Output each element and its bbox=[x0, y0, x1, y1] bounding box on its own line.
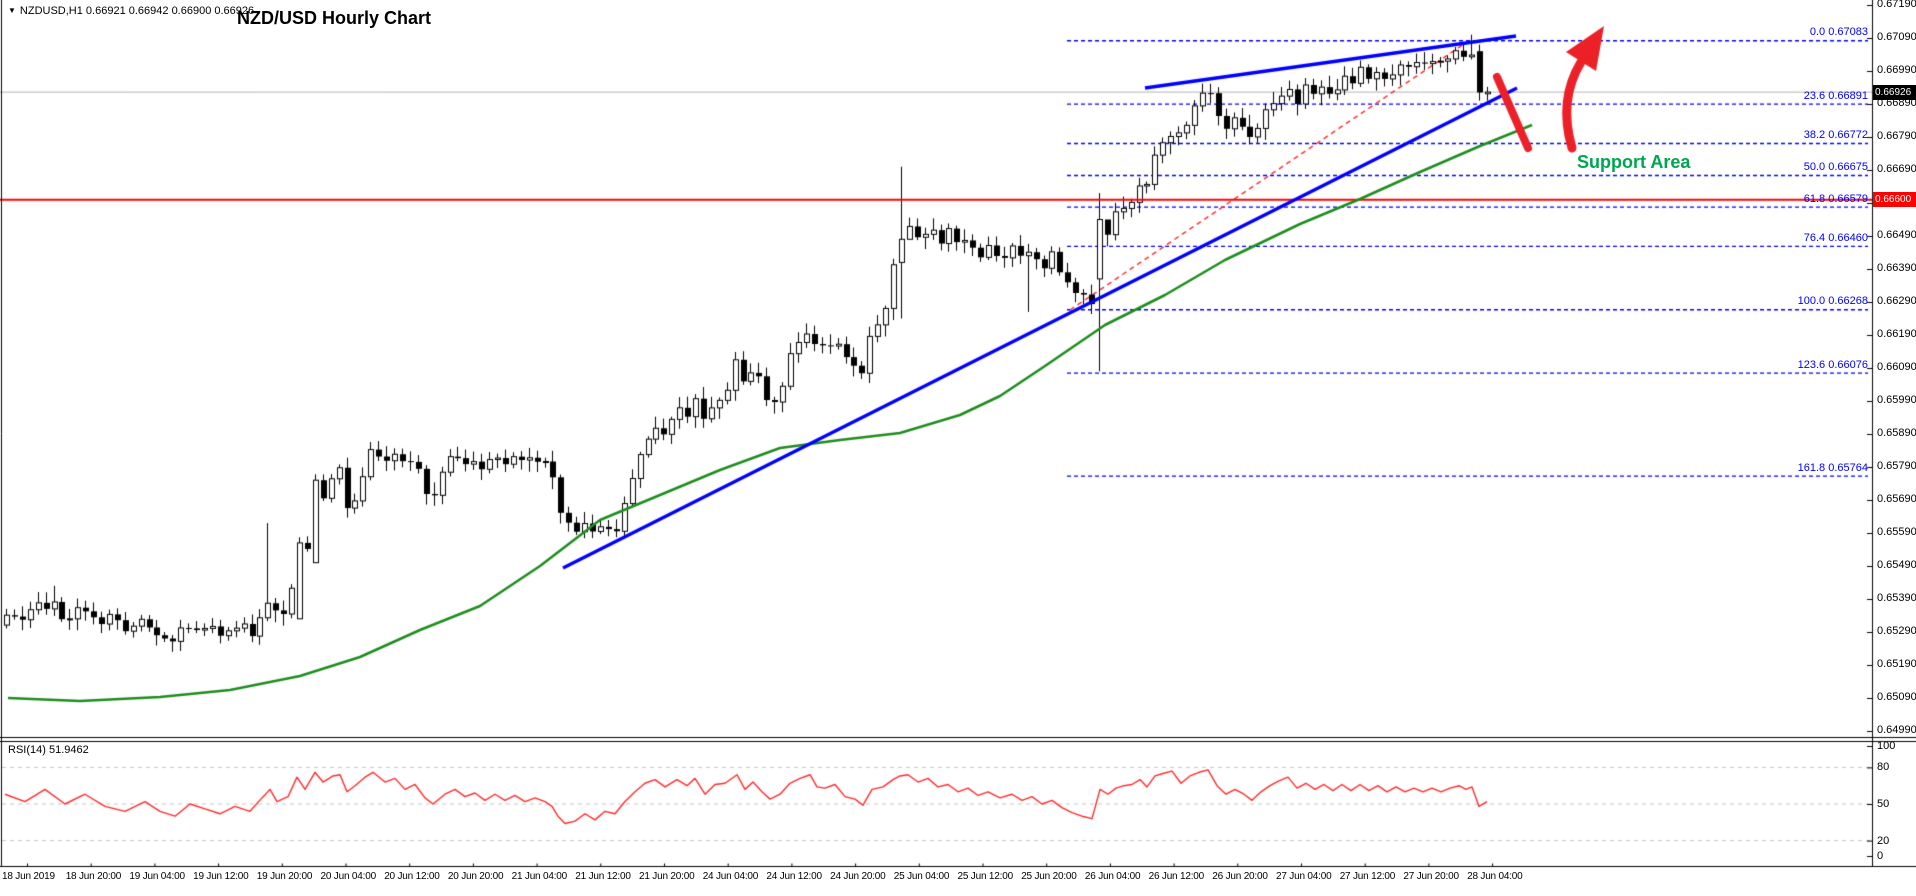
rsi-scale-label: 0 bbox=[1877, 850, 1884, 862]
time-axis-label: 26 Jun 04:00 bbox=[1084, 871, 1141, 882]
time-axis-label: 25 Jun 12:00 bbox=[957, 871, 1014, 882]
symbol-ohlc-bar: ▼ NZDUSD,H1 0.66921 0.66942 0.66900 0.669… bbox=[8, 5, 254, 17]
time-axis-label: 28 Jun 04:00 bbox=[1467, 871, 1523, 882]
price-axis-label: 0.66490 bbox=[1877, 229, 1916, 241]
price-axis-label: 0.67090 bbox=[1877, 31, 1916, 43]
time-axis-label: 26 Jun 12:00 bbox=[1148, 871, 1205, 882]
time-axis-label: 25 Jun 20:00 bbox=[1021, 871, 1077, 882]
price-axis-label: 0.65790 bbox=[1877, 460, 1916, 472]
symbol-ohlc-text: NZDUSD,H1 0.66921 0.66942 0.66900 0.6692… bbox=[19, 5, 255, 17]
price-axis-label: 0.66890 bbox=[1877, 97, 1916, 109]
time-axis-label: 18 Jun 2019 bbox=[2, 871, 55, 882]
chart-title: NZD/USD Hourly Chart bbox=[237, 8, 432, 28]
current-price-tag: 0.66926 bbox=[1873, 84, 1916, 100]
price-axis-label: 0.66290 bbox=[1877, 295, 1916, 307]
time-axis-label: 21 Jun 04:00 bbox=[511, 871, 568, 882]
fib-level-label: 123.6 0.66076 bbox=[1797, 358, 1868, 371]
time-axis-label: 19 Jun 04:00 bbox=[129, 871, 185, 882]
fib-level-label: 0.0 0.67083 bbox=[1809, 26, 1868, 39]
price-axis-label: 0.65990 bbox=[1877, 394, 1916, 406]
price-axis-label: 0.65690 bbox=[1877, 493, 1916, 505]
fib-level-label: 50.0 0.66675 bbox=[1803, 160, 1868, 173]
price-axis-label: 0.65290 bbox=[1877, 625, 1916, 637]
price-axis-label: 0.65590 bbox=[1877, 526, 1916, 538]
fib-level-label: 61.8 0.66579 bbox=[1803, 192, 1868, 205]
rsi-scale-label: 50 bbox=[1877, 798, 1890, 810]
price-axis-label: 0.65090 bbox=[1877, 691, 1916, 703]
time-axis-label: 19 Jun 20:00 bbox=[256, 871, 313, 882]
price-axis-label: 0.65490 bbox=[1877, 559, 1916, 571]
time-axis-label: 18 Jun 20:00 bbox=[65, 871, 122, 882]
price-axis-label: 0.65390 bbox=[1877, 592, 1916, 604]
fib-level-label: 100.0 0.66268 bbox=[1797, 295, 1868, 308]
rsi-scale-label: 80 bbox=[1877, 761, 1890, 774]
time-axis-label: 24 Jun 04:00 bbox=[702, 871, 759, 882]
support-area-label: Support Area bbox=[1577, 152, 1691, 172]
time-axis-label: 27 Jun 04:00 bbox=[1276, 871, 1332, 882]
price-axis-label: 0.66190 bbox=[1877, 328, 1916, 340]
fib-level-label: 161.8 0.65764 bbox=[1797, 461, 1868, 474]
time-axis-label: 24 Jun 20:00 bbox=[830, 871, 886, 882]
price-axis-label: 0.67190 bbox=[1877, 0, 1916, 10]
fib-level-label: 23.6 0.66891 bbox=[1803, 89, 1868, 102]
rsi-scale-label: 100 bbox=[1877, 740, 1896, 752]
rsi-indicator-label: RSI(14) 51.9462 bbox=[8, 744, 89, 756]
price-axis-label: 0.64990 bbox=[1877, 724, 1916, 736]
time-axis-label: 25 Jun 04:00 bbox=[893, 871, 950, 882]
rsi-scale-label: 20 bbox=[1877, 834, 1890, 847]
time-axis-label: 20 Jun 12:00 bbox=[384, 871, 440, 882]
price-axis-label: 0.65890 bbox=[1877, 427, 1916, 439]
hline-price-tag: 0.66600 bbox=[1873, 192, 1916, 208]
time-axis-label: 20 Jun 04:00 bbox=[320, 871, 377, 882]
price-axis-label: 0.66090 bbox=[1877, 361, 1916, 373]
price-axis-label: 0.66690 bbox=[1877, 163, 1916, 175]
time-axis-label: 24 Jun 12:00 bbox=[766, 871, 822, 882]
time-axis-label: 27 Jun 20:00 bbox=[1403, 871, 1459, 882]
time-axis-label: 20 Jun 20:00 bbox=[447, 871, 504, 882]
price-axis-label: 0.66790 bbox=[1877, 130, 1916, 142]
time-axis-label: 26 Jun 20:00 bbox=[1212, 871, 1268, 882]
chevron-down-icon[interactable]: ▼ bbox=[8, 6, 16, 15]
time-axis-label: 27 Jun 12:00 bbox=[1339, 871, 1396, 882]
time-axis-label: 19 Jun 12:00 bbox=[193, 871, 249, 882]
time-axis-label: 21 Jun 20:00 bbox=[639, 871, 695, 882]
fib-level-label: 76.4 0.66460 bbox=[1803, 231, 1868, 244]
time-axis-label: 21 Jun 12:00 bbox=[575, 871, 631, 882]
price-axis-label: 0.65190 bbox=[1877, 658, 1916, 670]
fib-level-label: 38.2 0.66772 bbox=[1803, 128, 1868, 141]
price-axis-label: 0.66990 bbox=[1877, 64, 1916, 76]
price-axis-label: 0.66390 bbox=[1877, 262, 1916, 274]
